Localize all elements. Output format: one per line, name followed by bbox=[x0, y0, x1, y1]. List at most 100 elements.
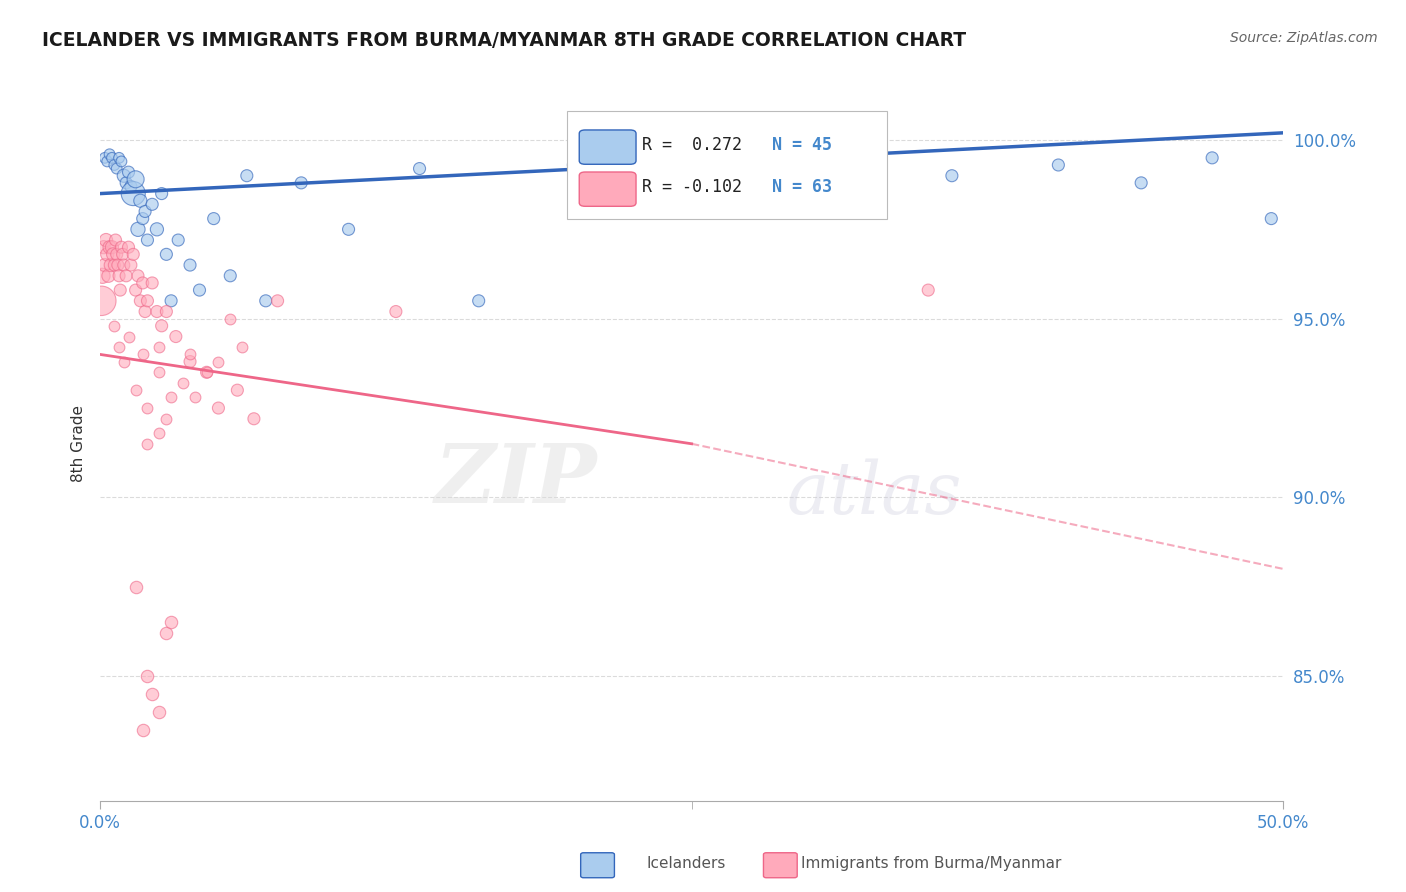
Point bbox=[105, 161, 128, 176]
Point bbox=[167, 233, 190, 247]
Point bbox=[184, 390, 207, 404]
Point bbox=[243, 411, 266, 425]
FancyBboxPatch shape bbox=[568, 112, 887, 219]
Point bbox=[266, 293, 288, 308]
Point bbox=[231, 340, 253, 354]
Point bbox=[219, 268, 242, 283]
Point bbox=[110, 283, 132, 297]
Point bbox=[101, 247, 124, 261]
Text: R =  0.272: R = 0.272 bbox=[643, 136, 742, 154]
Point bbox=[124, 580, 146, 594]
Point bbox=[146, 304, 169, 318]
Point bbox=[112, 258, 135, 272]
Point bbox=[160, 293, 183, 308]
Point bbox=[132, 347, 155, 361]
Point bbox=[160, 615, 183, 630]
Point bbox=[117, 329, 139, 343]
Point bbox=[226, 383, 249, 397]
Point bbox=[124, 172, 146, 186]
Point bbox=[141, 276, 163, 290]
Point bbox=[115, 268, 138, 283]
Point bbox=[136, 293, 159, 308]
Point bbox=[115, 176, 138, 190]
Point bbox=[110, 154, 132, 169]
Text: ICELANDER VS IMMIGRANTS FROM BURMA/MYANMAR 8TH GRADE CORRELATION CHART: ICELANDER VS IMMIGRANTS FROM BURMA/MYANM… bbox=[42, 31, 966, 50]
Point bbox=[124, 283, 146, 297]
Point bbox=[155, 411, 177, 425]
Point bbox=[148, 340, 170, 354]
Point bbox=[136, 233, 159, 247]
Point bbox=[633, 151, 655, 165]
FancyBboxPatch shape bbox=[579, 130, 636, 164]
Point bbox=[94, 151, 117, 165]
Point bbox=[122, 186, 145, 201]
Point bbox=[1260, 211, 1282, 226]
Point bbox=[917, 283, 939, 297]
Point bbox=[207, 401, 229, 415]
Point bbox=[98, 147, 121, 161]
Point bbox=[179, 354, 201, 368]
Point bbox=[111, 247, 134, 261]
Point bbox=[94, 233, 117, 247]
Point bbox=[134, 304, 156, 318]
Point bbox=[172, 376, 194, 390]
Point bbox=[104, 233, 127, 247]
Point bbox=[134, 204, 156, 219]
Point bbox=[94, 258, 117, 272]
Point bbox=[108, 268, 131, 283]
Point bbox=[112, 354, 135, 368]
Point bbox=[202, 211, 225, 226]
Point bbox=[110, 240, 132, 254]
Point bbox=[112, 169, 135, 183]
Point bbox=[122, 247, 145, 261]
Point bbox=[160, 390, 183, 404]
Point bbox=[704, 161, 727, 176]
Point bbox=[219, 311, 242, 326]
Point bbox=[1130, 176, 1153, 190]
Point bbox=[136, 669, 159, 683]
Point bbox=[155, 247, 177, 261]
Point bbox=[90, 293, 112, 308]
Point bbox=[155, 626, 177, 640]
Point bbox=[101, 240, 124, 254]
Point bbox=[91, 268, 114, 283]
Point bbox=[101, 151, 124, 165]
Point bbox=[129, 194, 152, 208]
Point bbox=[775, 154, 797, 169]
Point bbox=[148, 705, 170, 719]
Point bbox=[132, 276, 155, 290]
Point bbox=[195, 365, 218, 379]
FancyBboxPatch shape bbox=[579, 172, 636, 206]
Point bbox=[120, 179, 142, 194]
Point bbox=[150, 318, 173, 333]
Point bbox=[165, 329, 187, 343]
Point bbox=[941, 169, 963, 183]
Point bbox=[127, 222, 149, 236]
Point bbox=[188, 283, 211, 297]
Point bbox=[146, 222, 169, 236]
Point bbox=[103, 318, 125, 333]
Point bbox=[562, 158, 585, 172]
Point bbox=[179, 258, 201, 272]
Text: ZIP: ZIP bbox=[434, 440, 598, 519]
Point bbox=[96, 247, 118, 261]
Point bbox=[1201, 151, 1223, 165]
Point bbox=[150, 186, 173, 201]
Point bbox=[155, 304, 177, 318]
Point bbox=[141, 197, 163, 211]
Point bbox=[117, 165, 139, 179]
Text: R = -0.102: R = -0.102 bbox=[643, 178, 742, 196]
Point bbox=[846, 147, 869, 161]
Point bbox=[93, 240, 115, 254]
Text: Source: ZipAtlas.com: Source: ZipAtlas.com bbox=[1230, 31, 1378, 45]
Point bbox=[1047, 158, 1070, 172]
Point bbox=[236, 169, 259, 183]
Point bbox=[124, 383, 146, 397]
Point bbox=[132, 211, 155, 226]
Y-axis label: 8th Grade: 8th Grade bbox=[72, 405, 86, 483]
Point bbox=[136, 401, 159, 415]
Point bbox=[179, 347, 201, 361]
Point bbox=[103, 158, 125, 172]
Point bbox=[141, 687, 163, 701]
Point bbox=[148, 425, 170, 440]
